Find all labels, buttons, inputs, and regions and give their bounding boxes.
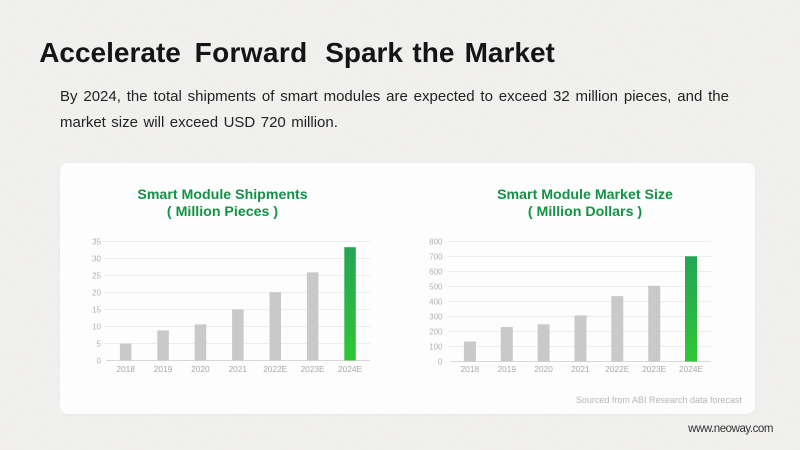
- svg-text:20: 20: [92, 289, 101, 298]
- svg-text:200: 200: [429, 328, 443, 337]
- svg-text:300: 300: [429, 313, 443, 322]
- svg-text:2019: 2019: [154, 364, 173, 374]
- svg-text:400: 400: [429, 298, 443, 307]
- svg-text:30: 30: [92, 255, 101, 264]
- svg-text:2022E: 2022E: [263, 364, 287, 374]
- svg-text:2020: 2020: [534, 364, 553, 374]
- svg-text:2018: 2018: [461, 364, 480, 374]
- svg-text:2024E: 2024E: [679, 364, 703, 374]
- svg-text:600: 600: [429, 268, 443, 277]
- svg-text:10: 10: [92, 323, 101, 332]
- svg-text:100: 100: [429, 343, 443, 352]
- svg-text:2023E: 2023E: [642, 364, 666, 374]
- svg-text:2019: 2019: [498, 364, 517, 374]
- svg-text:2024E: 2024E: [338, 364, 362, 374]
- svg-text:15: 15: [92, 306, 101, 315]
- svg-text:5: 5: [97, 340, 102, 349]
- svg-text:0: 0: [438, 358, 443, 367]
- svg-text:2022E: 2022E: [605, 364, 629, 374]
- svg-text:2018: 2018: [116, 364, 135, 374]
- svg-text:800: 800: [429, 238, 443, 247]
- svg-text:35: 35: [92, 238, 101, 247]
- svg-text:25: 25: [92, 272, 101, 281]
- svg-text:700: 700: [429, 253, 443, 262]
- svg-text:0: 0: [97, 357, 102, 366]
- svg-text:2021: 2021: [229, 364, 248, 374]
- svg-text:500: 500: [429, 283, 443, 292]
- svg-text:2020: 2020: [191, 364, 210, 374]
- svg-text:2021: 2021: [571, 364, 590, 374]
- svg-text:2023E: 2023E: [301, 364, 325, 374]
